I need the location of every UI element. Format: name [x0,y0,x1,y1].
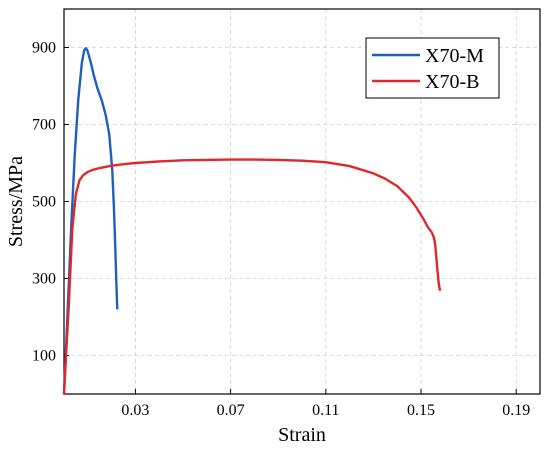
series-line-x70-b [62,158,442,395]
legend: X70-M X70-B [365,37,500,99]
y-tick-label: 500 [32,194,56,211]
x-tick-label: 0.07 [217,402,245,419]
axis-ticks: 0.03 0.07 0.11 0.15 0.19 100 300 500 700 900 [32,40,530,420]
y-tick-label: 900 [32,40,56,57]
y-tick-label: 700 [32,117,56,134]
x-tick-label: 0.11 [312,402,339,419]
x-tick-label: 0.15 [407,402,435,419]
legend-box [365,37,500,99]
legend-label-x70-b: X70-B [425,71,479,93]
x-axis-title: Strain [278,424,326,446]
series-lines [62,47,442,395]
x-tick-label: 0.19 [502,402,530,419]
series-line-x70-m [62,47,119,395]
legend-label-x70-m: X70-M [425,45,484,67]
y-tick-label: 300 [32,271,56,288]
y-axis-title: Stress/MPa [5,156,27,247]
x-tick-label: 0.03 [121,402,149,419]
y-tick-label: 100 [32,348,56,365]
